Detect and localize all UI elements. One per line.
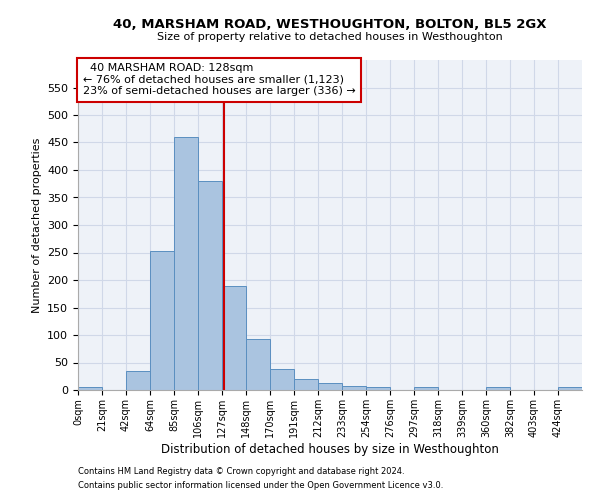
Bar: [414, 387, 438, 390]
Text: Contains public sector information licensed under the Open Government Licence v3: Contains public sector information licen…: [78, 481, 443, 490]
X-axis label: Distribution of detached houses by size in Westhoughton: Distribution of detached houses by size …: [161, 442, 499, 456]
Bar: [246, 340, 270, 390]
Text: Contains HM Land Registry data © Crown copyright and database right 2024.: Contains HM Land Registry data © Crown c…: [78, 467, 404, 476]
Bar: [318, 383, 342, 390]
Bar: [486, 387, 510, 390]
Bar: [270, 369, 294, 390]
Text: 40, MARSHAM ROAD, WESTHOUGHTON, BOLTON, BL5 2GX: 40, MARSHAM ROAD, WESTHOUGHTON, BOLTON, …: [113, 18, 547, 30]
Bar: [294, 379, 318, 390]
Y-axis label: Number of detached properties: Number of detached properties: [32, 138, 41, 312]
Text: 40 MARSHAM ROAD: 128sqm
← 76% of detached houses are smaller (1,123)
23% of semi: 40 MARSHAM ROAD: 128sqm ← 76% of detache…: [83, 64, 356, 96]
Bar: [174, 137, 198, 390]
Bar: [198, 181, 222, 390]
Bar: [558, 387, 582, 390]
Bar: [150, 252, 174, 390]
Bar: [222, 286, 246, 390]
Bar: [126, 371, 150, 390]
Bar: [78, 387, 102, 390]
Text: Size of property relative to detached houses in Westhoughton: Size of property relative to detached ho…: [157, 32, 503, 42]
Bar: [366, 386, 390, 390]
Bar: [342, 386, 366, 390]
